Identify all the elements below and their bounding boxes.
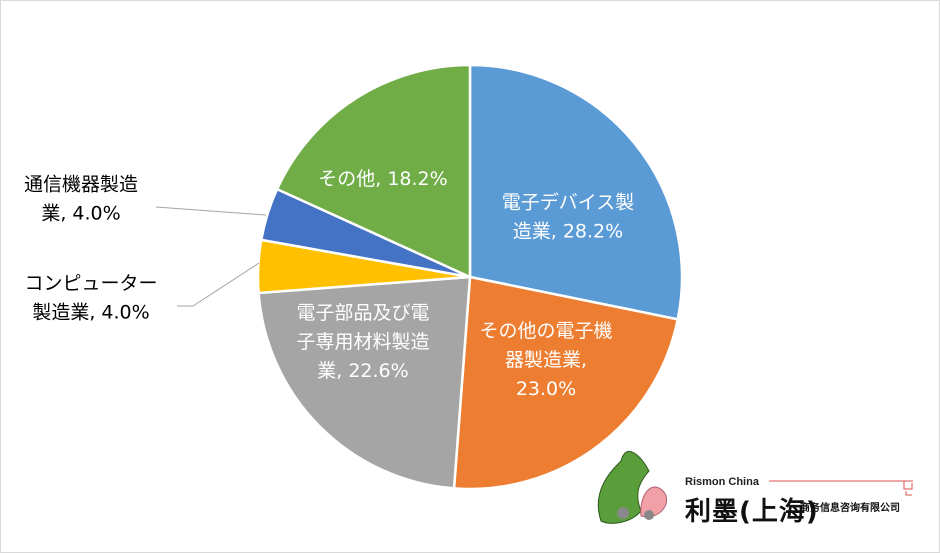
slice-label-line: 23.0% [516,378,576,400]
slice-label-line: 電子部品及び電 [296,302,429,324]
logo-subtitle: 商务信息咨询有限公司 [800,503,900,514]
slice-label-line: 業, 4.0% [41,203,120,225]
slice-label-line: 器製造業, [505,349,587,371]
slice-label: 電子部品及び電子専用材料製造業, 22.6% [296,302,429,382]
slice-label: その他の電子機器製造業, 23.0% [479,320,612,400]
slice-label-line: 製造業, 4.0% [32,302,149,324]
slice-label: 電子デバイス製造業, 28.2% [502,192,634,243]
pie-slice [452,275,680,491]
slice-label-line: その他の電子機 [479,320,612,342]
slice-label-line: 電子デバイス製 [502,192,634,214]
slice-label-line: 子専用材料製造 [296,331,429,353]
logo-english: Rismon China [685,476,759,488]
pie-slice [468,63,684,321]
slice-label-line: その他, 18.2% [318,168,447,190]
dinosaur-mascot-icon [597,450,668,524]
leader-line [155,206,267,216]
slice-label: コンピューター製造業, 4.0% [24,273,157,324]
slice-label-line: コンピューター [24,273,157,295]
slice-label-line: 造業, 28.2% [513,221,623,243]
pie-slice [257,275,472,490]
slice-label: その他, 18.2% [318,168,447,190]
logo-chinese: 利墨(上海) [685,497,819,527]
pie-slice [275,63,472,279]
slice-label: 通信機器製造業, 4.0% [24,174,138,225]
slice-label-line: 通信機器製造 [24,174,138,196]
leader-line [177,262,260,307]
slice-label-line: 業, 22.6% [317,360,408,382]
